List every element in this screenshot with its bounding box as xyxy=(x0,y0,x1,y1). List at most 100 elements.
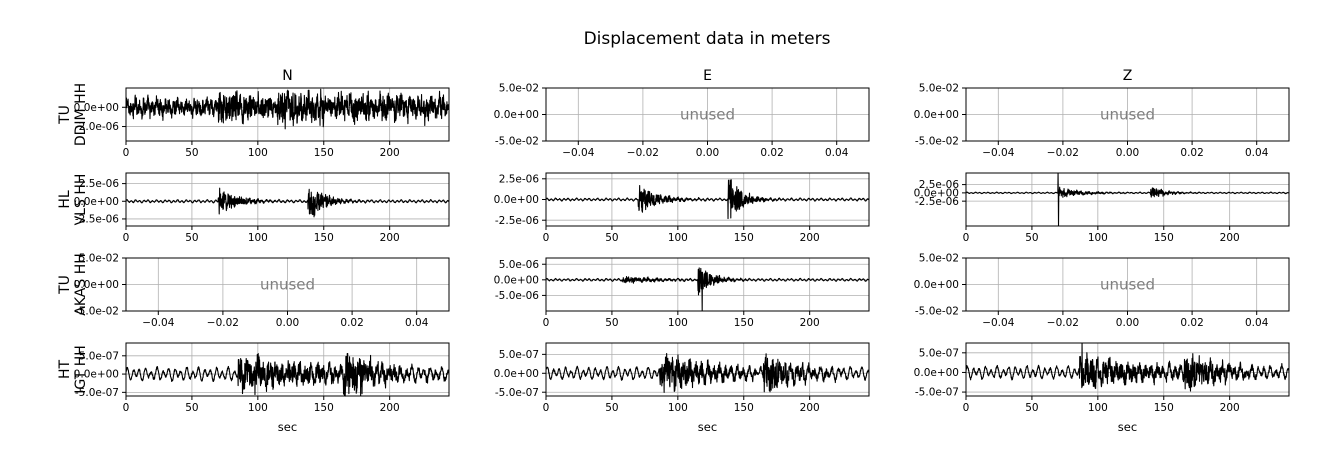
y-tick-label: -5.0e-02 xyxy=(75,306,119,318)
row-station-label: VLS HH xyxy=(73,174,89,226)
x-axis-ticks: −0.04 −0.02 0.00 0.02 0.04 xyxy=(142,311,429,329)
column-title-e: E xyxy=(703,68,712,84)
axes-frame xyxy=(965,342,1290,397)
x-tick-label: 0 xyxy=(543,402,550,414)
y-tick-label: 0.0e+00 xyxy=(74,102,119,114)
x-tick-label: 200 xyxy=(800,317,820,329)
row-label-tu-0: TU DDIM HH xyxy=(57,83,89,146)
row-network-label: TU xyxy=(57,275,73,295)
y-tick-label: -2.5e-06 xyxy=(915,196,959,208)
displacement-trace xyxy=(125,187,450,218)
unused-label: unused xyxy=(260,276,315,294)
row-label-tu-2: TU AKAS HH xyxy=(57,253,89,315)
x-tick-label: 0 xyxy=(963,232,970,244)
y-axis-ticks: -5.0e-02 0.0e+00 5.0e-02 xyxy=(914,253,966,318)
x-tick-label: 100 xyxy=(1088,402,1108,414)
y-axis-ticks: -5.0e-02 0.0e+00 5.0e-02 xyxy=(494,83,546,148)
y-tick-label: 0.0e+00 xyxy=(494,109,539,121)
row-network-label: HT xyxy=(57,360,73,380)
x-axis-ticks: 0 50 100 150 200 xyxy=(543,311,820,329)
x-tick-label: 0.04 xyxy=(405,317,429,329)
x-tick-label: 150 xyxy=(734,317,754,329)
axes-frame xyxy=(125,87,450,142)
x-tick-label: 100 xyxy=(248,402,268,414)
displacement-trace xyxy=(965,342,1290,392)
x-tick-label: 0.00 xyxy=(276,317,299,329)
axes-frame xyxy=(545,257,870,312)
y-tick-label: -5.0e-02 xyxy=(495,136,539,148)
x-tick-label: −0.02 xyxy=(1047,317,1079,329)
x-axis-ticks: −0.04 −0.02 0.00 0.02 0.04 xyxy=(982,311,1269,329)
y-tick-label: 0.0e+00 xyxy=(914,367,959,379)
y-tick-label: 2.5e-06 xyxy=(79,178,120,190)
x-tick-label: −0.02 xyxy=(627,147,659,159)
panel-akas-n: unused −0.04 −0.02 0.00 0.02 0.04 -5.0e-02 0.0e… xyxy=(74,253,450,329)
y-tick-label: -5.0e-02 xyxy=(915,306,959,318)
y-tick-label: 5.0e-02 xyxy=(499,83,539,95)
y-tick-label: -5.0e-07 xyxy=(495,387,539,399)
column-title-n: N xyxy=(282,68,292,84)
y-axis-ticks: -5.0e-06 0.0e+00 5.0e-06 xyxy=(494,259,546,302)
x-axis-label: sec xyxy=(1118,420,1137,434)
x-tick-label: 100 xyxy=(668,232,688,244)
panel-ddim-z: unused −0.04 −0.02 0.00 0.02 0.04 -5.0e-02 0.0e… xyxy=(914,83,1290,159)
x-tick-label: −0.02 xyxy=(207,317,239,329)
axes-frame xyxy=(125,342,450,397)
y-tick-label: 5.0e-07 xyxy=(499,349,539,361)
displacement-trace xyxy=(125,352,450,397)
x-tick-label: 200 xyxy=(380,232,400,244)
panel-ddim-e: unused −0.04 −0.02 0.00 0.02 0.04 -5.0e-02 0.0e… xyxy=(494,83,870,159)
panel-grid: 0 50 100 150 200-2.0e-060.0e+00 unused−0.04 −0… xyxy=(74,83,1290,434)
unused-label: unused xyxy=(680,106,735,124)
x-tick-label: 0 xyxy=(543,232,550,244)
y-axis-ticks: -2.5e-060.0e+002.5e-06 xyxy=(74,178,126,226)
displacement-trace xyxy=(545,179,870,220)
y-axis-ticks: -2.0e-06 0.0e+00 xyxy=(74,102,126,133)
x-axis-ticks: −0.04 −0.02 0.00 0.02 0.04 xyxy=(982,141,1269,159)
row-station-label: DDIM HH xyxy=(73,83,89,146)
displacement-trace xyxy=(545,353,870,393)
x-tick-label: 100 xyxy=(1088,232,1108,244)
x-tick-label: 150 xyxy=(734,232,754,244)
x-tick-label: 50 xyxy=(185,147,198,159)
x-axis-ticks: 0 50 100 150 200 xyxy=(963,226,1240,244)
x-tick-label: 0.02 xyxy=(760,147,783,159)
x-axis-label: sec xyxy=(698,420,717,434)
y-tick-label: 2.5e-06 xyxy=(919,179,960,191)
x-tick-label: 0.04 xyxy=(825,147,849,159)
x-axis-ticks: 0 50 100 150 200 xyxy=(123,396,400,414)
row-label-hl-1: HL VLS HH xyxy=(57,174,89,226)
panel-ddim-n: 0 50 100 150 200 -2.0e-06 0.0e+00 xyxy=(74,87,450,159)
panel-akas-z: unused −0.04 −0.02 0.00 0.02 0.04 -5.0e-02 0.0e… xyxy=(914,253,1290,329)
x-tick-label: 150 xyxy=(734,402,754,414)
y-tick-label: -5.0e-02 xyxy=(915,136,959,148)
x-axis-ticks: 0 50 100 150 200 xyxy=(123,141,400,159)
row-network-label: HL xyxy=(57,190,73,209)
unused-label: unused xyxy=(1100,106,1155,124)
y-tick-label: 0.0e+00 xyxy=(494,368,539,380)
x-tick-label: −0.04 xyxy=(982,147,1014,159)
x-tick-label: −0.04 xyxy=(142,317,174,329)
x-tick-label: 50 xyxy=(185,232,198,244)
x-tick-label: 50 xyxy=(605,402,618,414)
panel-vls-z: 0 50 100 150 200 -2.5e-060.0e+002.5e-06 xyxy=(914,172,1290,244)
y-tick-label: 0.0e+00 xyxy=(914,279,959,291)
y-tick-label: 0.0e+00 xyxy=(74,279,119,291)
y-tick-label: 5.0e-07 xyxy=(919,347,959,359)
y-tick-label: 0.0e+00 xyxy=(74,196,119,208)
x-axis-ticks: −0.04 −0.02 0.00 0.02 0.04 xyxy=(562,141,849,159)
x-tick-label: 150 xyxy=(1154,402,1174,414)
y-axis-ticks: -2.5e-060.0e+002.5e-06 xyxy=(914,179,966,208)
x-tick-label: 0.00 xyxy=(1116,317,1139,329)
row-label-ht-3: HT IGT HH xyxy=(57,345,89,394)
x-tick-label: 200 xyxy=(800,402,820,414)
displacement-trace xyxy=(545,267,870,312)
x-tick-label: 100 xyxy=(668,317,688,329)
x-tick-label: 0 xyxy=(123,232,130,244)
panel-vls-n: 0 50 100 150 200 -2.5e-06 0.0e+00 2.5e-06 xyxy=(74,172,450,244)
y-tick-label: -5.0e-07 xyxy=(915,387,959,399)
y-axis-ticks: -5.0e-07 0.0e+00 5.0e-07 xyxy=(914,347,966,399)
axes-frame xyxy=(125,172,450,227)
